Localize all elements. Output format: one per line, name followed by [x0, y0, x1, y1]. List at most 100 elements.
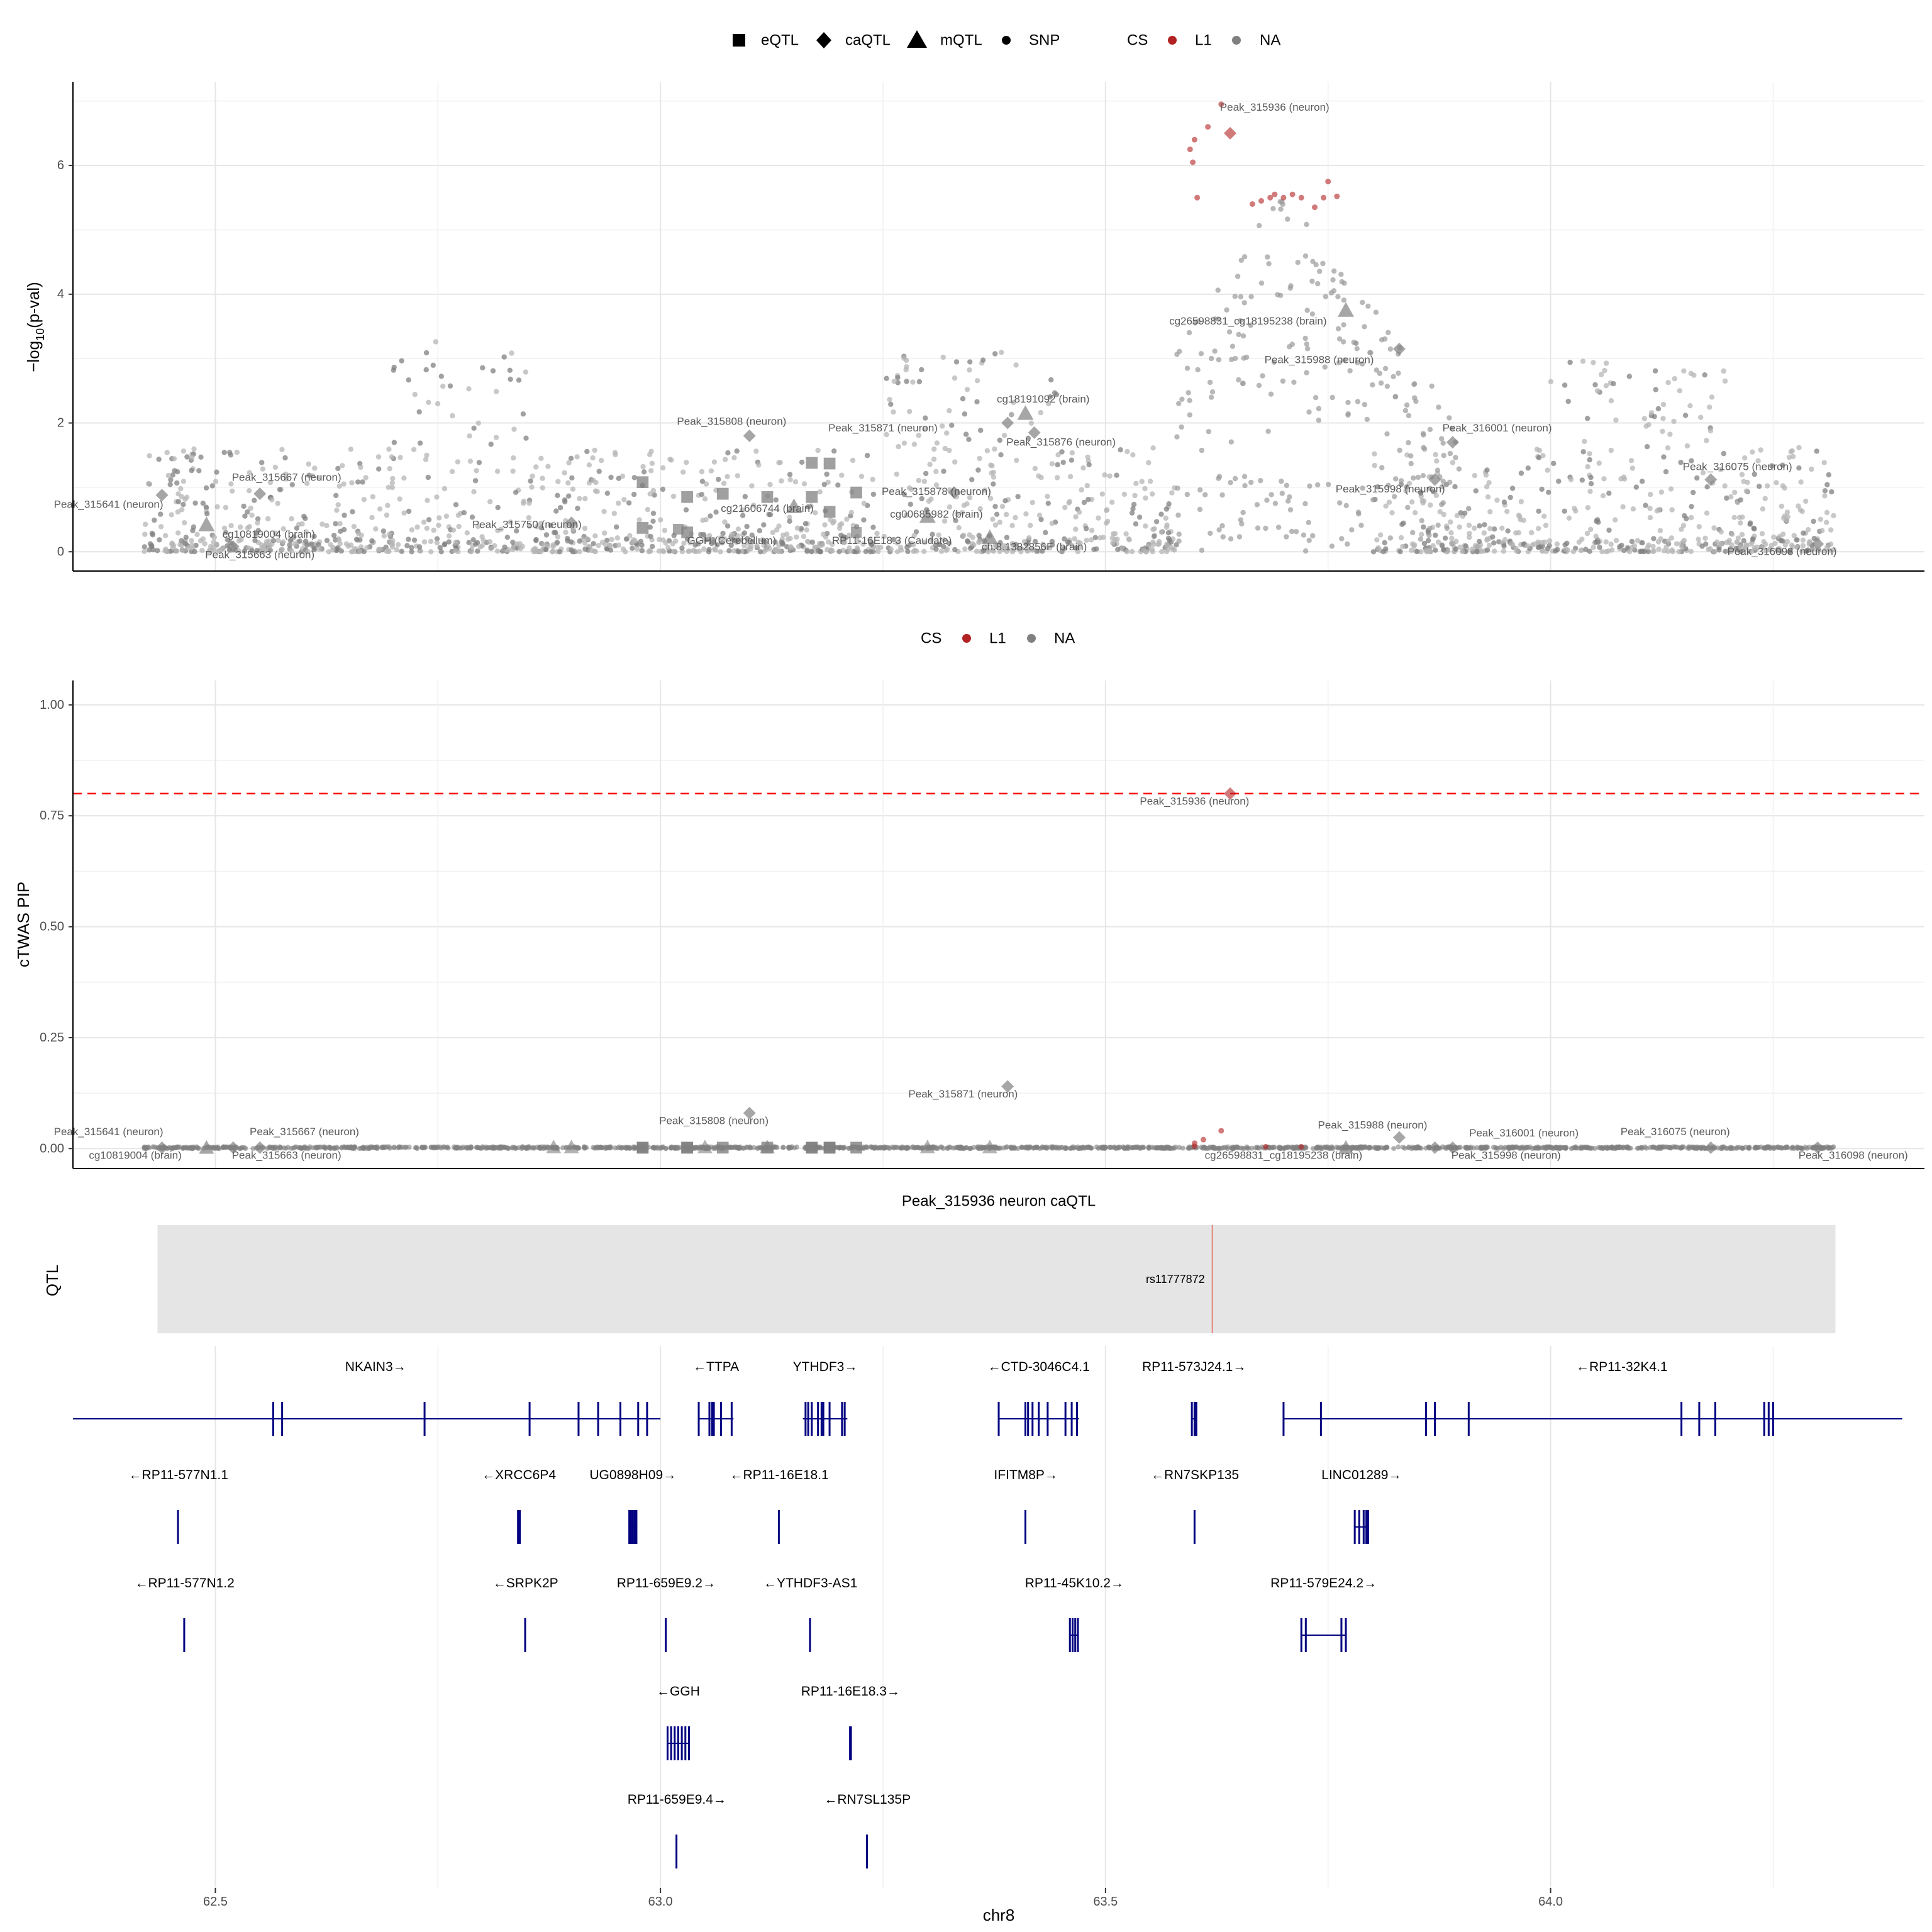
snp-point	[1400, 543, 1406, 550]
pip-point	[348, 1145, 353, 1150]
snp-point	[517, 541, 523, 547]
snp-point	[477, 544, 483, 550]
snp-point	[399, 548, 404, 554]
snp-point	[763, 547, 769, 553]
gene-label: RP11-16E18.3→	[801, 1684, 900, 1699]
snp-point	[1349, 527, 1355, 533]
snp-point	[1239, 521, 1245, 527]
snp-point	[353, 536, 360, 542]
gene-exon-mark	[670, 1726, 672, 1760]
pip-point	[1401, 1145, 1406, 1150]
snp-point	[391, 364, 397, 370]
snp-point	[1198, 351, 1204, 357]
feature-label: Peak_315988 (neuron)	[1265, 353, 1374, 365]
snp-point	[1429, 383, 1435, 389]
pip-point	[693, 1145, 699, 1150]
gene-exon-mark	[646, 1402, 648, 1436]
snp-point	[1050, 542, 1055, 548]
snp-point	[385, 502, 391, 508]
snp-point	[438, 549, 444, 555]
snp-point	[1751, 525, 1757, 531]
snp-point	[175, 499, 181, 504]
snp-point	[1009, 412, 1014, 418]
gene-exon-mark	[822, 1402, 824, 1436]
snp-point	[361, 497, 367, 502]
snp-point	[901, 355, 907, 361]
snp-point	[1448, 530, 1454, 536]
snp-point	[157, 537, 162, 543]
snp-point	[1445, 548, 1451, 554]
snp-point	[884, 375, 889, 381]
snp-point	[331, 533, 337, 538]
gene-label: YTHDF3→	[793, 1360, 858, 1374]
snp-point	[1084, 538, 1089, 543]
snp-point	[978, 428, 984, 433]
snp-point	[319, 521, 325, 527]
snp-point	[1254, 502, 1260, 508]
snp-point	[1591, 545, 1596, 550]
snp-point	[1421, 540, 1428, 547]
snp-point	[923, 470, 929, 477]
snp-point	[910, 379, 916, 385]
snp-point	[1709, 394, 1715, 400]
snp-point	[1479, 548, 1485, 554]
snp-point	[287, 542, 292, 548]
snp-point	[1212, 348, 1218, 354]
snp-point	[1240, 333, 1246, 339]
pip-point	[1121, 1145, 1126, 1150]
snp-point	[716, 477, 721, 482]
snp-point	[1831, 513, 1836, 519]
snp-point	[1764, 483, 1770, 489]
snp-point	[1316, 418, 1321, 423]
pip-point	[944, 1145, 950, 1151]
snp-point	[510, 469, 516, 474]
snp-point	[1814, 448, 1819, 454]
snp-point	[997, 548, 1002, 555]
snp-point	[1453, 546, 1458, 552]
snp-point	[966, 436, 972, 442]
snp-point	[1406, 413, 1412, 419]
snp-point	[831, 448, 837, 454]
snp-point	[1420, 431, 1426, 436]
snp-point	[1275, 525, 1282, 530]
snp-point	[333, 521, 338, 526]
gene-exon-mark	[1367, 1510, 1369, 1544]
snp-point	[1645, 548, 1652, 555]
snp-point	[1491, 540, 1497, 546]
snp-point	[608, 474, 614, 480]
snp-point	[922, 540, 928, 545]
snp-point	[1800, 537, 1806, 543]
snp-point	[495, 504, 501, 511]
snp-point	[1062, 504, 1068, 511]
legend-snp-label: SNP	[1029, 32, 1060, 49]
snp-point	[1123, 531, 1129, 537]
snp-point	[787, 518, 792, 524]
snp-point	[513, 489, 519, 495]
snp-point	[1287, 507, 1294, 513]
snp-point	[1562, 508, 1567, 514]
snp-point	[647, 491, 653, 497]
snp-point	[554, 540, 560, 545]
snp-point	[1579, 477, 1585, 483]
snp-point	[894, 471, 899, 477]
snp-point	[1268, 391, 1274, 397]
snp-point	[681, 540, 687, 546]
snp-point	[720, 530, 726, 536]
snp-point	[530, 473, 535, 479]
snp-point	[931, 446, 937, 452]
snp-point	[1594, 388, 1601, 394]
snp-point	[977, 506, 983, 512]
snp-point	[1707, 428, 1714, 434]
snp-point	[1788, 449, 1794, 455]
snp-point	[680, 469, 686, 475]
snp-point	[164, 548, 170, 555]
snp-point	[1472, 525, 1477, 531]
pip-point	[367, 1145, 372, 1151]
snp-point	[409, 527, 415, 533]
snp-point	[488, 545, 494, 552]
snp-point	[794, 525, 801, 531]
gene-label: ←RP11-577N1.2	[135, 1576, 234, 1591]
snp-point	[1663, 544, 1669, 550]
snp-point	[1629, 465, 1635, 471]
snp-point	[933, 469, 939, 474]
